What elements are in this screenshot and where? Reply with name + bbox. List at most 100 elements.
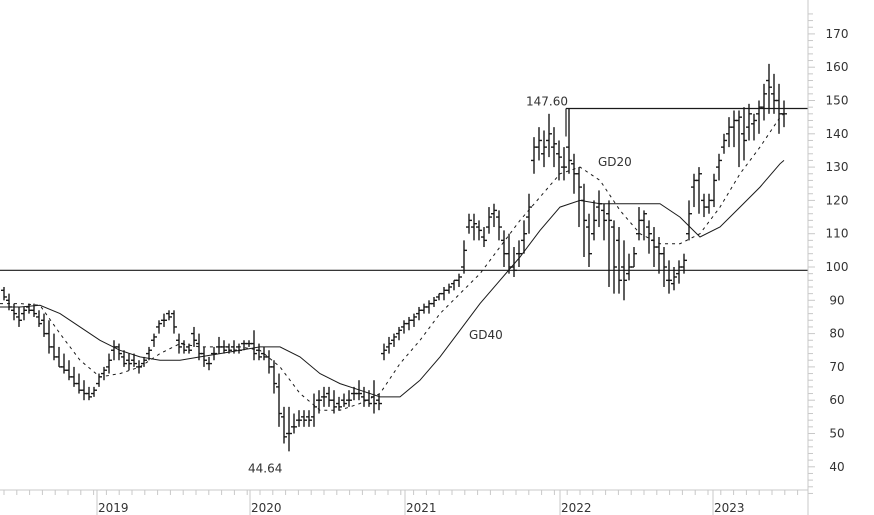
price-bar	[221, 340, 227, 354]
price-bar	[141, 356, 147, 367]
price-bar	[356, 380, 362, 401]
x-tick-label: 2022	[561, 501, 592, 515]
y-tick-label: 110	[826, 227, 849, 241]
price-bar	[756, 100, 762, 134]
price-bar	[646, 220, 652, 254]
price-bar	[336, 396, 342, 411]
price-bar	[31, 303, 37, 317]
price-bar	[231, 340, 237, 354]
price-bar	[306, 410, 312, 427]
price-bar	[466, 213, 472, 234]
price-bar	[416, 306, 422, 321]
price-bar	[461, 240, 467, 274]
y-tick-label: 80	[829, 327, 844, 341]
price-bar	[546, 113, 552, 158]
y-tick-label: 50	[829, 427, 844, 441]
y-tick-label: 90	[829, 293, 844, 307]
gd40-line	[0, 160, 785, 398]
price-bar	[426, 300, 432, 314]
price-bar	[511, 247, 517, 277]
price-bar	[431, 296, 437, 307]
price-bar	[361, 386, 367, 407]
price-bar	[6, 293, 12, 311]
price-bar	[716, 153, 722, 181]
plot-area	[0, 63, 808, 452]
price-bar	[406, 316, 412, 331]
price-bar	[236, 343, 242, 354]
price-bar	[116, 343, 122, 361]
price-bar	[26, 303, 32, 314]
price-bar	[446, 283, 452, 294]
price-bar	[281, 406, 287, 444]
price-bar	[601, 203, 607, 241]
price-bar	[726, 117, 732, 148]
price-bar	[741, 107, 747, 161]
price-bar	[481, 227, 487, 248]
price-bar	[621, 240, 627, 301]
price-bar	[251, 330, 257, 361]
price-bar	[611, 220, 617, 294]
y-tick-label: 40	[829, 460, 844, 474]
x-tick-label: 2019	[98, 501, 129, 515]
y-tick-label: 170	[826, 27, 849, 41]
price-bar	[241, 340, 247, 351]
price-bar	[766, 63, 772, 114]
price-bar	[521, 220, 527, 254]
price-bar	[476, 220, 482, 241]
price-bar	[586, 213, 592, 267]
price-bar	[456, 273, 462, 287]
annotation-147-60: 147.60	[526, 94, 568, 108]
price-bar	[36, 310, 42, 327]
price-bar	[161, 313, 167, 327]
y-tick-label: 100	[826, 260, 849, 274]
price-bar	[731, 110, 737, 148]
price-bar	[411, 313, 417, 327]
price-bar	[296, 410, 302, 427]
price-bar	[396, 326, 402, 341]
price-bar	[761, 83, 767, 121]
price-bar	[781, 100, 787, 128]
price-bar	[641, 210, 647, 241]
price-bar	[91, 386, 97, 397]
annotations: 147.60 44.64 GD20 GD40	[248, 94, 632, 475]
price-bar	[441, 286, 447, 301]
price-bar	[366, 390, 372, 407]
price-bar	[421, 303, 427, 314]
price-bar	[691, 173, 697, 208]
y-tick-label: 70	[829, 360, 844, 374]
price-bar	[671, 267, 677, 291]
price-bar	[286, 406, 292, 452]
price-bar	[451, 279, 457, 291]
price-bar	[576, 167, 582, 228]
price-bar	[561, 147, 567, 181]
price-bar	[131, 353, 137, 367]
price-bar	[706, 193, 712, 214]
price-bar	[266, 350, 272, 374]
price-bar	[216, 336, 222, 354]
price-bar	[11, 303, 17, 321]
x-tick-label: 2021	[406, 501, 437, 515]
price-bar	[556, 140, 562, 181]
price-bar	[186, 343, 192, 354]
price-bar	[381, 343, 387, 361]
price-bar	[151, 333, 157, 347]
price-bar	[106, 353, 112, 374]
price-bar	[636, 207, 642, 241]
price-bar	[496, 210, 502, 241]
price-bar	[566, 108, 572, 174]
price-bar	[136, 360, 142, 374]
price-bar	[711, 173, 717, 208]
price-bar	[176, 333, 182, 354]
price-bar	[181, 340, 187, 354]
price-bar	[391, 333, 397, 347]
price-bar	[46, 320, 52, 354]
price-bar	[291, 413, 297, 434]
price-bar	[681, 253, 687, 274]
x-tick-label: 2023	[714, 501, 745, 515]
price-bar	[86, 386, 92, 401]
price-bar	[386, 336, 392, 354]
price-bar	[276, 373, 282, 427]
price-bar	[81, 380, 87, 401]
price-bar	[541, 130, 547, 168]
price-bar	[676, 260, 682, 284]
